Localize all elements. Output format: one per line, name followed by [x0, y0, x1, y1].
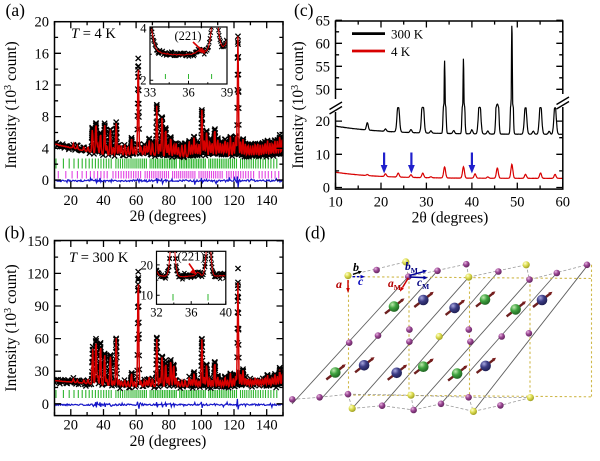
svg-text:2: 2	[140, 74, 146, 88]
svg-text:0: 0	[42, 173, 49, 189]
svg-text:T = 300 K: T = 300 K	[69, 250, 129, 266]
svg-text:150: 150	[27, 234, 49, 250]
svg-text:20: 20	[64, 193, 79, 209]
svg-text:0: 0	[323, 181, 330, 197]
svg-text:100: 100	[191, 418, 213, 434]
svg-text:40: 40	[96, 193, 111, 209]
svg-text:20: 20	[64, 418, 79, 434]
svg-text:4: 4	[42, 141, 50, 157]
svg-text:120: 120	[223, 193, 245, 209]
svg-text:c: c	[358, 274, 364, 288]
svg-text:36: 36	[182, 86, 195, 100]
svg-text:T = 4 K: T = 4 K	[71, 26, 116, 42]
svg-text:80: 80	[162, 193, 177, 209]
svg-text:a: a	[336, 277, 342, 291]
svg-text:(221): (221)	[177, 250, 204, 264]
svg-text:10: 10	[328, 195, 343, 211]
svg-text:33: 33	[144, 86, 157, 100]
svg-text:16: 16	[35, 46, 50, 62]
svg-text:20: 20	[316, 114, 331, 130]
svg-text:20: 20	[35, 15, 50, 31]
svg-text:60: 60	[129, 193, 144, 209]
svg-text:300 K: 300 K	[391, 27, 424, 42]
svg-text:Intensity (103 count): Intensity (103 count)	[290, 41, 307, 168]
svg-text:0: 0	[42, 397, 49, 413]
svg-text:60: 60	[316, 36, 331, 52]
svg-text:20: 20	[141, 258, 154, 272]
svg-text:(221): (221)	[174, 29, 201, 43]
svg-text:20: 20	[374, 195, 389, 211]
svg-text:60: 60	[129, 418, 144, 434]
svg-text:140: 140	[256, 418, 278, 434]
svg-text:2θ (degrees): 2θ (degrees)	[130, 433, 207, 450]
svg-text:(c): (c)	[294, 0, 314, 20]
svg-text:100: 100	[191, 193, 213, 209]
svg-text:39: 39	[221, 86, 234, 100]
svg-text:4: 4	[140, 22, 147, 36]
svg-text:40: 40	[465, 195, 480, 211]
svg-text:55: 55	[316, 59, 331, 75]
svg-text:36: 36	[185, 306, 198, 320]
svg-text:2θ (degrees): 2θ (degrees)	[130, 208, 207, 225]
svg-text:120: 120	[27, 266, 49, 282]
svg-text:(b): (b)	[5, 223, 26, 243]
svg-text:30: 30	[419, 195, 434, 211]
svg-text:90: 90	[35, 299, 50, 315]
svg-text:Intensity (103 count): Intensity (103 count)	[3, 264, 20, 391]
svg-text:4 K: 4 K	[391, 44, 411, 59]
svg-text:30: 30	[35, 364, 50, 380]
svg-text:50: 50	[316, 82, 331, 98]
svg-text:10: 10	[316, 147, 331, 163]
svg-text:80: 80	[162, 418, 177, 434]
svg-text:50: 50	[510, 195, 525, 211]
svg-text:65: 65	[316, 13, 331, 29]
svg-text:10: 10	[141, 289, 154, 303]
svg-text:b: b	[353, 260, 359, 274]
svg-text:140: 140	[256, 193, 278, 209]
svg-text:32: 32	[150, 306, 163, 320]
svg-text:12: 12	[35, 78, 50, 94]
svg-text:60: 60	[35, 332, 50, 348]
svg-text:Intensity (103 count): Intensity (103 count)	[3, 41, 20, 168]
svg-text:40: 40	[96, 418, 111, 434]
svg-text:(d): (d)	[305, 223, 326, 243]
svg-text:40: 40	[220, 306, 233, 320]
svg-text:8: 8	[42, 110, 49, 126]
svg-text:2θ (degrees): 2θ (degrees)	[412, 210, 489, 227]
svg-text:60: 60	[556, 195, 571, 211]
svg-text:120: 120	[223, 418, 245, 434]
svg-text:(a): (a)	[6, 0, 26, 20]
